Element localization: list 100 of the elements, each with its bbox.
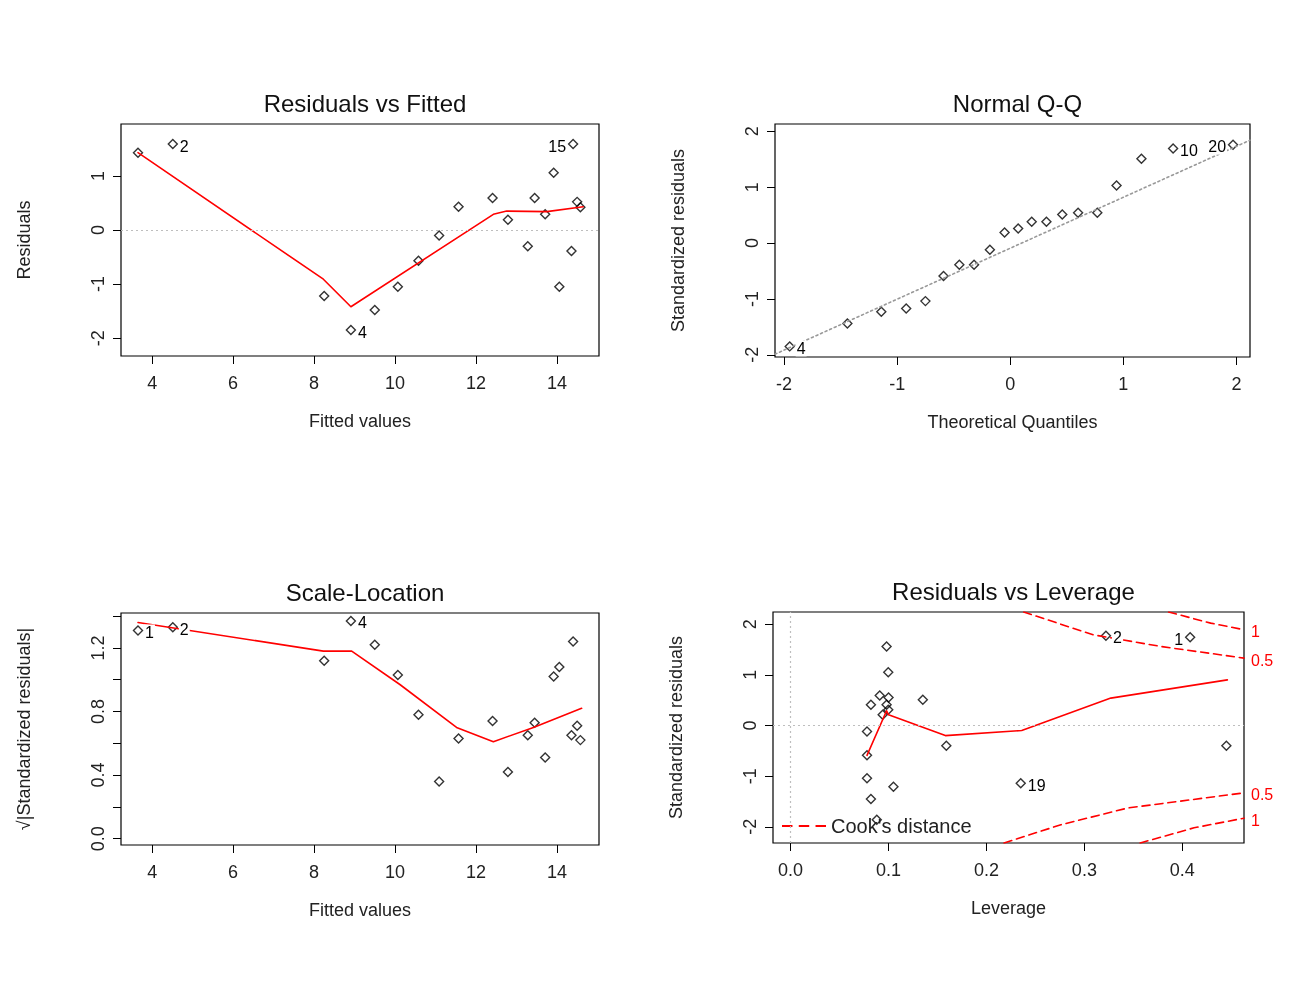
point [842, 318, 853, 329]
point [567, 636, 579, 647]
point [877, 709, 888, 721]
point [883, 704, 894, 715]
point [132, 625, 144, 636]
point [529, 717, 540, 728]
x-axis-title: Fitted values [308, 900, 412, 920]
point [1221, 740, 1232, 751]
point [861, 726, 873, 737]
point [487, 715, 498, 727]
point [1041, 216, 1052, 227]
point [566, 245, 577, 257]
point [1111, 180, 1122, 191]
point [1072, 207, 1084, 219]
line-series [1022, 611, 1245, 659]
annotation: 2 [179, 620, 189, 638]
x-tick-label: 10 [384, 862, 406, 882]
annotation: 10 [1180, 142, 1198, 160]
point [571, 196, 583, 208]
y-tick-label: 0.0 [88, 826, 108, 852]
annotation: 4 [357, 614, 367, 632]
point [861, 772, 873, 784]
point [881, 699, 892, 710]
point [522, 730, 533, 741]
annotation: 1 [1174, 630, 1184, 648]
chart-title: Residuals vs Fitted [263, 89, 467, 117]
point [1136, 153, 1147, 164]
point [539, 209, 551, 220]
point [861, 750, 873, 761]
y-axis-title: √|Standardized residuals| [14, 627, 34, 831]
y-tick-label: -1 [88, 276, 108, 293]
y-axis-title: Standardized residuals [666, 635, 686, 820]
point [548, 167, 559, 178]
y-tick-label: 0.4 [88, 762, 108, 788]
annotation: 20 [1208, 138, 1227, 156]
point [784, 341, 795, 352]
x-tick-label: -2 [776, 374, 793, 394]
y-tick-label: 1.2 [88, 635, 108, 661]
point [318, 290, 330, 302]
point [392, 281, 404, 292]
annotation: 0.5 [1251, 786, 1274, 804]
annotation: 2 [179, 137, 189, 155]
x-tick-label: 0.2 [973, 860, 999, 880]
y-tick-label: -2 [740, 818, 760, 835]
annotation: 15 [548, 137, 567, 155]
point [1015, 778, 1026, 789]
x-tick-label: 2 [1231, 374, 1242, 394]
point [900, 303, 912, 314]
annotation: 4 [357, 323, 367, 341]
x-tick-label: 4 [147, 862, 158, 882]
point [575, 734, 586, 746]
point [1092, 207, 1103, 219]
x-tick-label: 0.3 [1071, 860, 1097, 880]
x-tick-label: 10 [384, 373, 406, 393]
y-tick-label: -1 [742, 290, 762, 307]
x-axis-title: Fitted values [308, 411, 412, 431]
point [566, 730, 577, 741]
y-tick-label: 1 [740, 669, 760, 680]
y-tick-label: 0 [742, 238, 762, 249]
x-tick-label: 12 [465, 373, 486, 393]
y-tick-label: 0 [88, 224, 108, 235]
y-tick-label: -1 [740, 768, 760, 785]
x-tick-label: 12 [465, 862, 486, 882]
x-tick-label: 4 [147, 373, 158, 393]
y-tick-label: -2 [742, 346, 762, 363]
point [941, 740, 952, 751]
point [999, 227, 1010, 238]
annotation: 2 [1112, 629, 1122, 647]
x-tick-label: 0.4 [1169, 860, 1195, 880]
x-axis-title: Leverage [970, 898, 1047, 918]
point [874, 690, 885, 701]
x-tick-label: -1 [889, 374, 906, 394]
x-tick-label: 14 [546, 373, 567, 393]
legend-label: Cook's distance [831, 815, 972, 837]
point [968, 259, 980, 271]
point [502, 214, 514, 225]
x-tick-label: 8 [309, 862, 320, 882]
point [1057, 209, 1068, 220]
y-tick-label: -2 [88, 330, 108, 347]
point [522, 241, 533, 252]
point [865, 699, 877, 710]
y-axis-title: Standardized residuals [668, 148, 688, 333]
point [1184, 632, 1196, 643]
point [567, 138, 579, 150]
point [1012, 223, 1024, 234]
point [876, 306, 887, 317]
point [502, 766, 514, 778]
point [487, 192, 498, 204]
point [1227, 139, 1239, 150]
point [413, 709, 424, 720]
annotation: 4 [796, 339, 806, 357]
x-tick-label: 0 [1005, 374, 1016, 394]
point [369, 304, 380, 316]
point [938, 270, 949, 282]
point [1026, 216, 1037, 227]
chart-title: Residuals vs Leverage [892, 577, 1135, 605]
annotation: 1 [1251, 811, 1260, 829]
point [167, 622, 179, 633]
point [433, 776, 445, 787]
point [954, 259, 965, 271]
